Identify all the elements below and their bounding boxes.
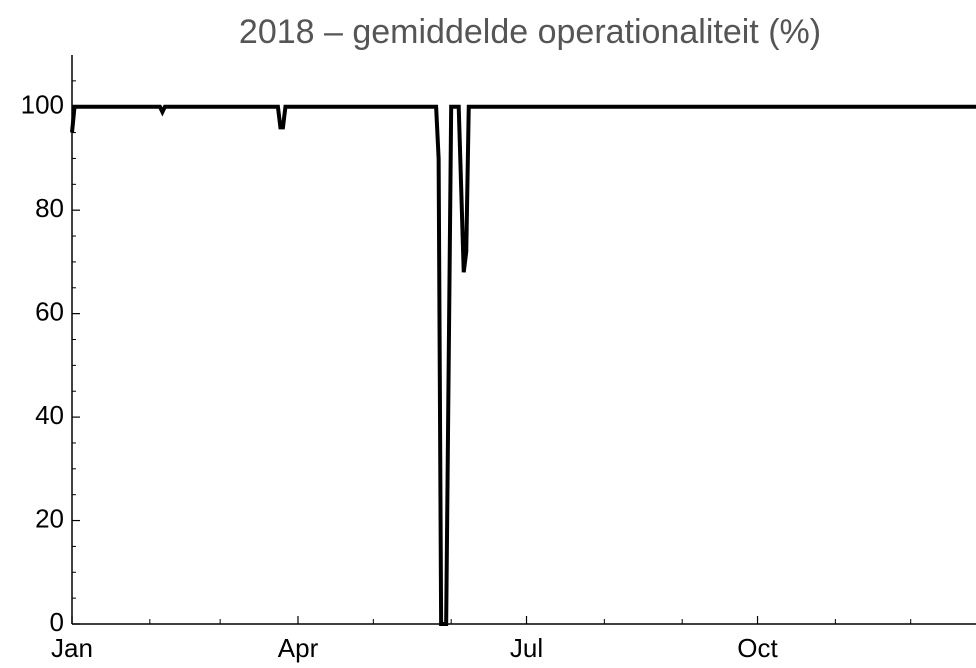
y-tick-label: 60 xyxy=(35,297,64,327)
y-tick-label: 80 xyxy=(35,193,64,223)
data-line xyxy=(70,104,976,626)
x-tick-label: Oct xyxy=(737,633,778,663)
x-tick-label: Apr xyxy=(278,633,319,663)
y-tick-label: 40 xyxy=(35,400,64,430)
y-tick-label: 20 xyxy=(35,503,64,533)
x-tick-label: Jul xyxy=(510,633,543,663)
chart-title: 2018 – gemiddelde operationaliteit (%) xyxy=(239,13,821,51)
y-tick-label: 0 xyxy=(50,607,64,637)
x-tick-label: Jan xyxy=(51,633,93,663)
y-tick-label: 100 xyxy=(21,90,64,120)
